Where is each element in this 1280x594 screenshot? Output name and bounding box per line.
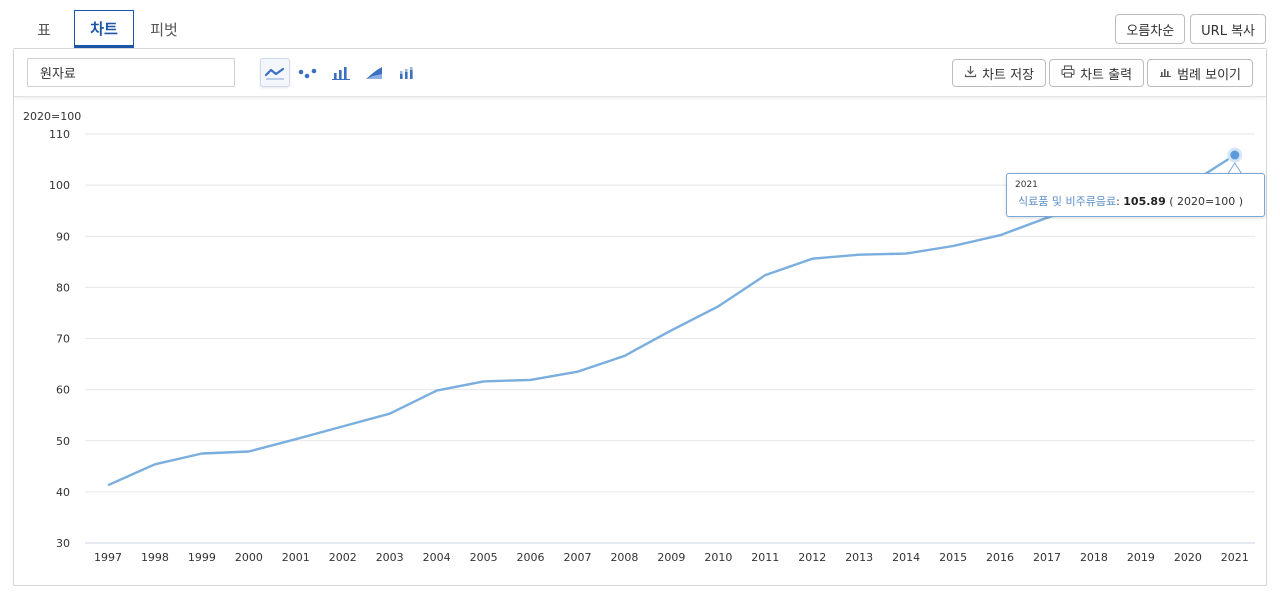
tooltip-series-name: 식료품 및 비주류음료 (1018, 195, 1117, 208)
chart-panel: 원자료 (13, 48, 1267, 586)
chart-toolbar: 원자료 (14, 49, 1266, 97)
tooltip-line: 식료품 및 비주류음료: 105.89 ( 2020=100 ) (1018, 195, 1244, 208)
x-tick-label: 2017 (1033, 551, 1061, 564)
y-axis-ticks: 30 40 50 60 70 80 90 100 110 (49, 128, 70, 550)
y-tick-label: 50 (56, 435, 70, 448)
x-tick-label: 2013 (845, 551, 873, 564)
x-tick-label: 1998 (141, 551, 169, 564)
y-axis-unit-label: 2020=100 (23, 110, 81, 123)
highlighted-data-point[interactable] (1227, 147, 1243, 163)
show-legend-button[interactable]: 범례 보이기 (1147, 59, 1253, 87)
url-copy-button[interactable]: URL 복사 (1190, 14, 1266, 44)
y-tick-label: 40 (56, 486, 70, 499)
tab-table[interactable]: 표 (37, 20, 51, 39)
chart-save-button[interactable]: 차트 저장 (952, 59, 1047, 87)
y-tick-label: 80 (56, 281, 70, 294)
y-tick-label: 60 (56, 384, 70, 397)
scatter-chart-icon[interactable] (293, 58, 323, 87)
data-tooltip: 2021 식료품 및 비주류음료: 105.89 ( 2020=100 ) (1006, 173, 1265, 217)
x-tick-label: 2015 (939, 551, 967, 564)
bar-chart-icon[interactable] (326, 58, 356, 87)
x-tick-label: 1997 (94, 551, 122, 564)
chart-print-button[interactable]: 차트 출력 (1049, 59, 1145, 87)
tab-chart[interactable]: 차트 (74, 10, 134, 48)
y-tick-label: 30 (56, 537, 70, 550)
x-tick-label: 2012 (798, 551, 826, 564)
legend-chart-icon (1159, 65, 1172, 82)
tooltip-year: 2021 (1015, 180, 1038, 190)
x-tick-label: 2016 (986, 551, 1014, 564)
x-tick-label: 2020 (1174, 551, 1202, 564)
gridlines (85, 133, 1255, 544)
series-points (1227, 147, 1243, 163)
download-icon (964, 65, 977, 82)
chart-type-selector (260, 58, 422, 87)
x-tick-label: 1999 (188, 551, 216, 564)
x-tick-label: 2021 (1221, 551, 1249, 564)
series-line (107, 153, 1236, 487)
sort-ascending-button[interactable]: 오름차순 (1115, 14, 1186, 44)
x-tick-label: 2004 (423, 551, 451, 564)
stacked-bar-chart-icon[interactable] (392, 58, 422, 87)
tab-pivot[interactable]: 피벗 (150, 20, 178, 39)
y-tick-label: 110 (49, 128, 70, 141)
x-tick-label: 2008 (610, 551, 638, 564)
x-tick-label: 2007 (564, 551, 592, 564)
line-chart-icon[interactable] (260, 58, 290, 87)
printer-icon (1061, 64, 1075, 82)
x-tick-label: 2019 (1127, 551, 1155, 564)
x-tick-label: 2000 (235, 551, 263, 564)
x-tick-label: 2009 (657, 551, 685, 564)
item-select[interactable]: 원자료 (27, 58, 235, 87)
tooltip-pointer (1227, 162, 1243, 175)
x-tick-label: 2003 (376, 551, 404, 564)
x-tick-label: 2011 (751, 551, 779, 564)
x-tick-label: 2002 (329, 551, 357, 564)
area-chart-icon[interactable] (359, 58, 389, 87)
chart-print-label: 차트 출력 (1080, 67, 1133, 83)
chart-save-label: 차트 저장 (982, 67, 1035, 83)
y-tick-label: 70 (56, 333, 70, 346)
x-tick-label: 2005 (470, 551, 498, 564)
view-tabs: 표 차트 피벗 (14, 10, 194, 48)
x-tick-label: 2018 (1080, 551, 1108, 564)
tooltip-unit: ( 2020=100 ) (1169, 195, 1244, 208)
x-tick-label: 2010 (704, 551, 732, 564)
x-axis-ticks: 1997 1998 1999 2000 2001 2002 2003 2004 2005 2006… (94, 551, 1249, 564)
x-tick-label: 2001 (282, 551, 310, 564)
tooltip-value: 105.89 (1123, 195, 1166, 208)
y-tick-label: 90 (56, 230, 70, 243)
show-legend-label: 범례 보이기 (1177, 67, 1241, 83)
x-tick-label: 2014 (892, 551, 920, 564)
x-tick-label: 2006 (517, 551, 545, 564)
top-actions: 오름차순 URL 복사 (1115, 14, 1266, 44)
y-tick-label: 100 (49, 179, 70, 192)
chart-tool-buttons: 차트 저장 차트 출력 범례 보이기 (952, 59, 1253, 87)
